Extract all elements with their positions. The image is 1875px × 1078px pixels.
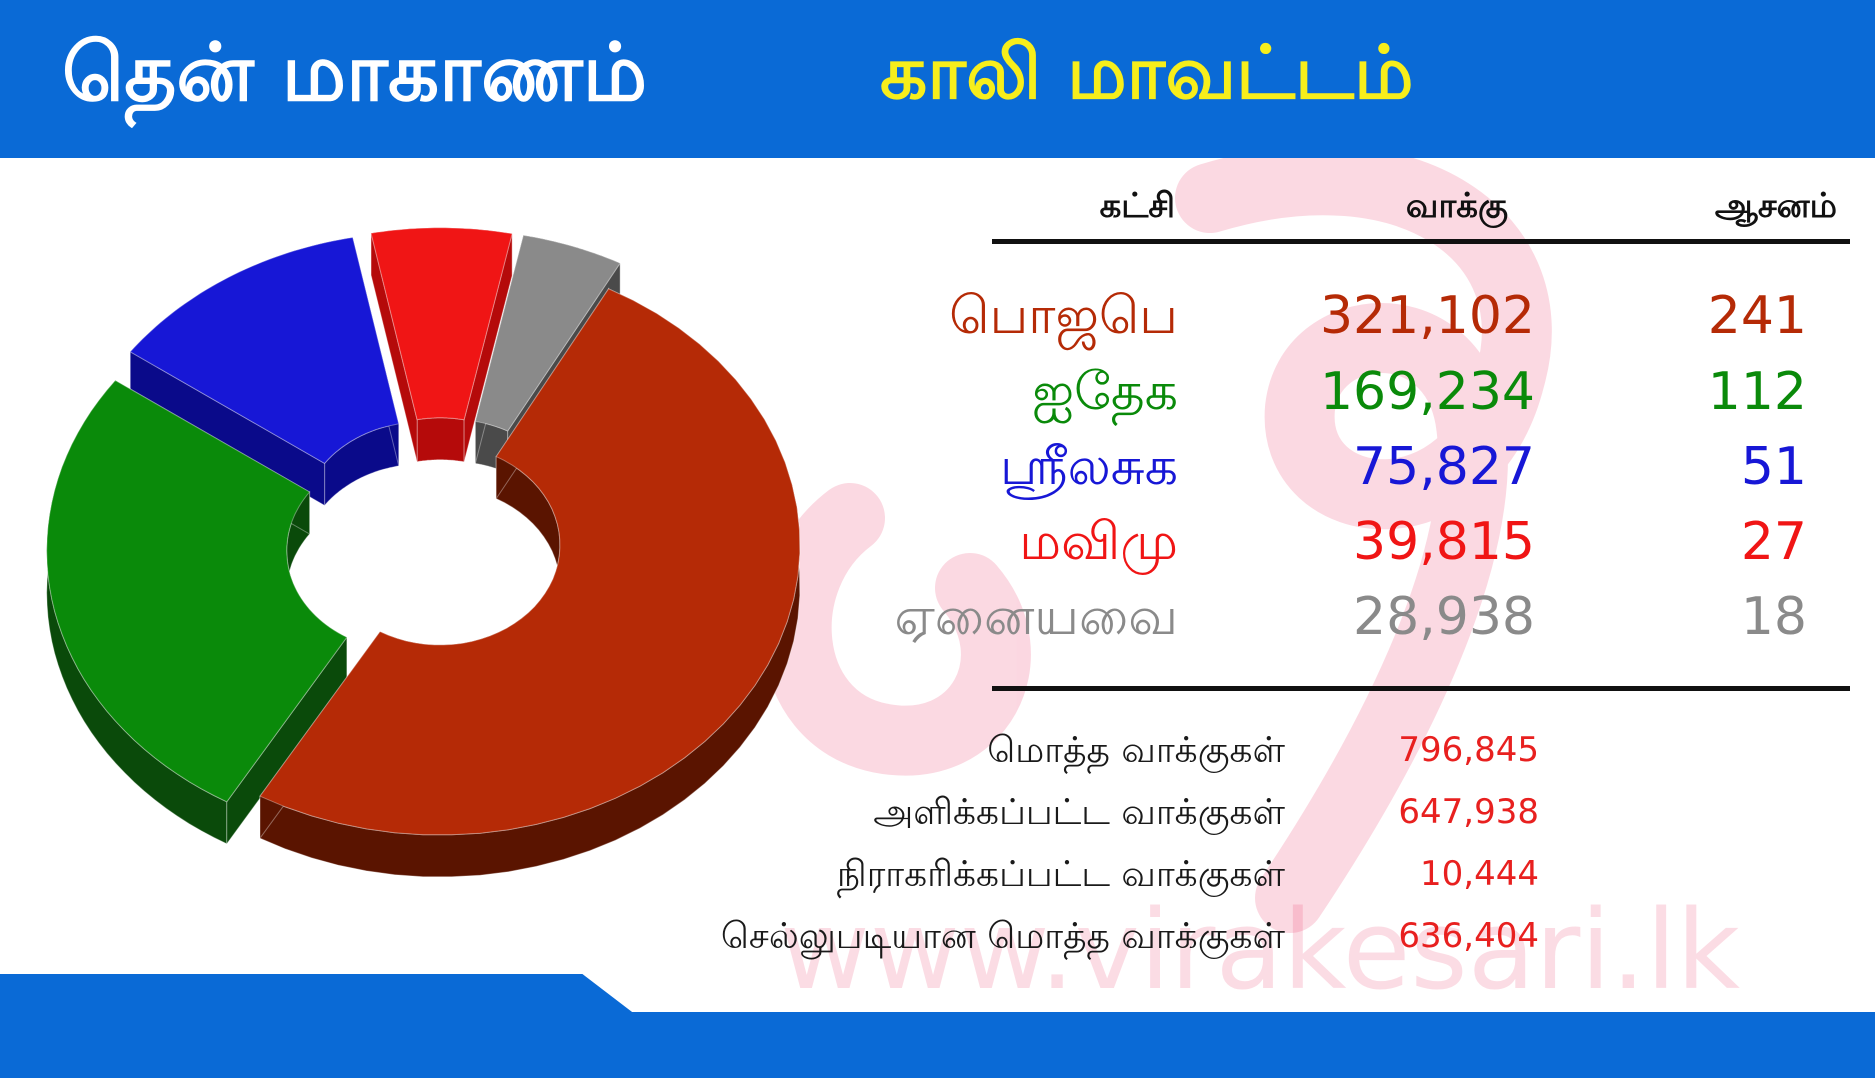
- party-votes: 321,102: [1319, 286, 1535, 346]
- pie-slice: [474, 234, 621, 432]
- watermark-text: www.virakesari.lk: [780, 886, 1741, 1014]
- summary-row: செல்லுபடியான மொத்த வாக்குகள் 636,404: [0, 916, 1875, 966]
- party-name: ஏனையவை: [894, 587, 1178, 647]
- donut-chart: [46, 227, 801, 878]
- header-bar: தென் மாகாணம் காலி மாவட்டம்: [0, 0, 1875, 158]
- header-party: கட்சி: [1099, 186, 1175, 226]
- table-row: ஸ்ரீலசுக 75,827 51: [0, 437, 1875, 507]
- summary-value: 796,845: [1398, 730, 1539, 770]
- party-seats: 51: [1740, 437, 1807, 497]
- summary-label: செல்லுபடியான மொத்த வாக்குகள்: [720, 916, 1285, 957]
- party-votes: 169,234: [1319, 362, 1535, 422]
- summary-label: நிராகரிக்கப்பட்ட வாக்குகள்: [836, 854, 1285, 895]
- district-title: காலி மாவட்டம்: [880, 30, 1414, 116]
- table-row: மவிமு 39,815 27: [0, 512, 1875, 582]
- pie-slice: [46, 379, 348, 803]
- table-row: பொஜபெ 321,102 241: [0, 286, 1875, 356]
- table-row: ஐதேக 169,234 112: [0, 362, 1875, 432]
- footer-bar: [0, 1012, 1875, 1078]
- party-seats: 112: [1707, 362, 1807, 422]
- party-votes: 39,815: [1353, 512, 1535, 572]
- party-name: பொஜபெ: [949, 286, 1178, 346]
- party-seats: 241: [1707, 286, 1807, 346]
- table-bottom-rule: [992, 686, 1850, 691]
- summary-label: மொத்த வாக்குகள்: [987, 730, 1285, 771]
- province-title: தென் மாகாணம்: [62, 26, 648, 119]
- footer-tab: [0, 974, 640, 1018]
- pie-slice: [370, 227, 513, 421]
- pie-slice-cut-face: [226, 635, 348, 846]
- summary-label: அளிக்கப்பட்ட வாக்குகள்: [873, 792, 1285, 833]
- party-name: ஸ்ரீலசுக: [1000, 437, 1178, 497]
- summary-value: 647,938: [1398, 792, 1539, 832]
- summary-value: 10,444: [1420, 854, 1539, 894]
- header-seats: ஆசனம்: [1714, 186, 1837, 226]
- header-votes: வாக்கு: [1405, 186, 1508, 226]
- party-name: மவிமு: [1019, 512, 1178, 572]
- pie-slice-cut-face: [370, 233, 418, 462]
- virakesari-watermark: www.virakesari.lk: [761, 158, 1741, 1014]
- party-votes: 28,938: [1353, 587, 1535, 647]
- pie-slice: [129, 236, 400, 465]
- party-seats: 27: [1740, 512, 1807, 572]
- summary-value: 636,404: [1398, 916, 1539, 956]
- table-row: ஏனையவை 28,938 18: [0, 587, 1875, 657]
- summary-row: நிராகரிக்கப்பட்ட வாக்குகள் 10,444: [0, 854, 1875, 904]
- party-votes: 75,827: [1353, 437, 1535, 497]
- pie-slice: [259, 288, 801, 836]
- party-name: ஐதேக: [1032, 362, 1178, 422]
- table-top-rule: [992, 239, 1850, 244]
- summary-row: மொத்த வாக்குகள் 796,845: [0, 730, 1875, 780]
- summary-row: அளிக்கப்பட்ட வாக்குகள் 647,938: [0, 792, 1875, 842]
- pie-slice-cut-face: [463, 233, 513, 462]
- party-seats: 18: [1740, 587, 1807, 647]
